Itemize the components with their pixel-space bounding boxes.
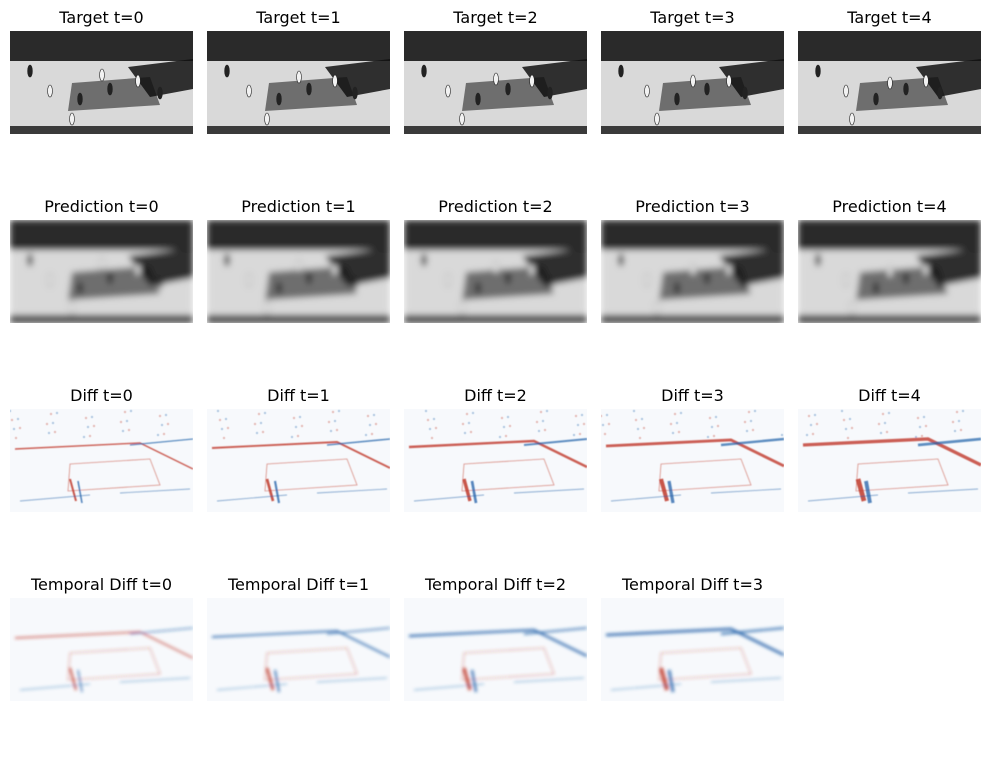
target-scene-graphic [10, 31, 193, 134]
prediction-scene-graphic [404, 220, 587, 323]
temporal-diff-map-image [404, 598, 587, 701]
diff-scene-graphic [10, 409, 193, 512]
temporal-diff-map-image [207, 598, 390, 701]
target-scene-graphic [601, 31, 784, 134]
panel-title: Diff t=0 [70, 386, 133, 405]
panel-title: Diff t=1 [267, 386, 330, 405]
panel-title: Diff t=3 [661, 386, 724, 405]
panel-title: Prediction t=0 [44, 197, 159, 216]
target-frame-image [798, 31, 981, 134]
panel-title: Prediction t=3 [635, 197, 750, 216]
panel-title: Prediction t=4 [832, 197, 947, 216]
diff-map-image [404, 409, 587, 512]
prediction-scene-graphic [207, 220, 390, 323]
prediction-scene-graphic [10, 220, 193, 323]
target-frame-image [10, 31, 193, 134]
panel-title: Diff t=4 [858, 386, 921, 405]
panel-title: Prediction t=2 [438, 197, 553, 216]
panel-title: Temporal Diff t=3 [621, 575, 764, 594]
diff-scene-graphic [207, 409, 390, 512]
target-frame-image [404, 31, 587, 134]
diff-scene-graphic [601, 409, 784, 512]
panel-title: Target t=2 [453, 8, 538, 27]
temporal-scene-graphic [404, 598, 587, 701]
diff-map-image [798, 409, 981, 512]
prediction-frame-image [404, 220, 587, 323]
panel-title: Temporal Diff t=0 [30, 575, 173, 594]
target-frame-image [207, 31, 390, 134]
temporal-scene-graphic [10, 598, 193, 701]
temporal-diff-map-image [601, 598, 784, 701]
diff-scene-graphic [404, 409, 587, 512]
target-scene-graphic [798, 31, 981, 134]
prediction-frame-image [601, 220, 784, 323]
prediction-frame-image [798, 220, 981, 323]
panel-title: Target t=1 [256, 8, 341, 27]
panel-title: Diff t=2 [464, 386, 527, 405]
panel-title: Target t=3 [650, 8, 735, 27]
temporal-scene-graphic [207, 598, 390, 701]
temporal-scene-graphic [601, 598, 784, 701]
prediction-scene-graphic [601, 220, 784, 323]
diff-map-image [601, 409, 784, 512]
panel-title: Target t=0 [59, 8, 144, 27]
prediction-frame-image [10, 220, 193, 323]
temporal-diff-map-image [10, 598, 193, 701]
diff-scene-graphic [798, 409, 981, 512]
panel-title: Temporal Diff t=1 [227, 575, 370, 594]
target-scene-graphic [207, 31, 390, 134]
panel-title: Prediction t=1 [241, 197, 356, 216]
prediction-frame-image [207, 220, 390, 323]
panel-title: Target t=4 [847, 8, 932, 27]
target-scene-graphic [404, 31, 587, 134]
panel-title: Temporal Diff t=2 [424, 575, 567, 594]
diff-map-image [207, 409, 390, 512]
prediction-scene-graphic [798, 220, 981, 323]
diff-map-image [10, 409, 193, 512]
target-frame-image [601, 31, 784, 134]
